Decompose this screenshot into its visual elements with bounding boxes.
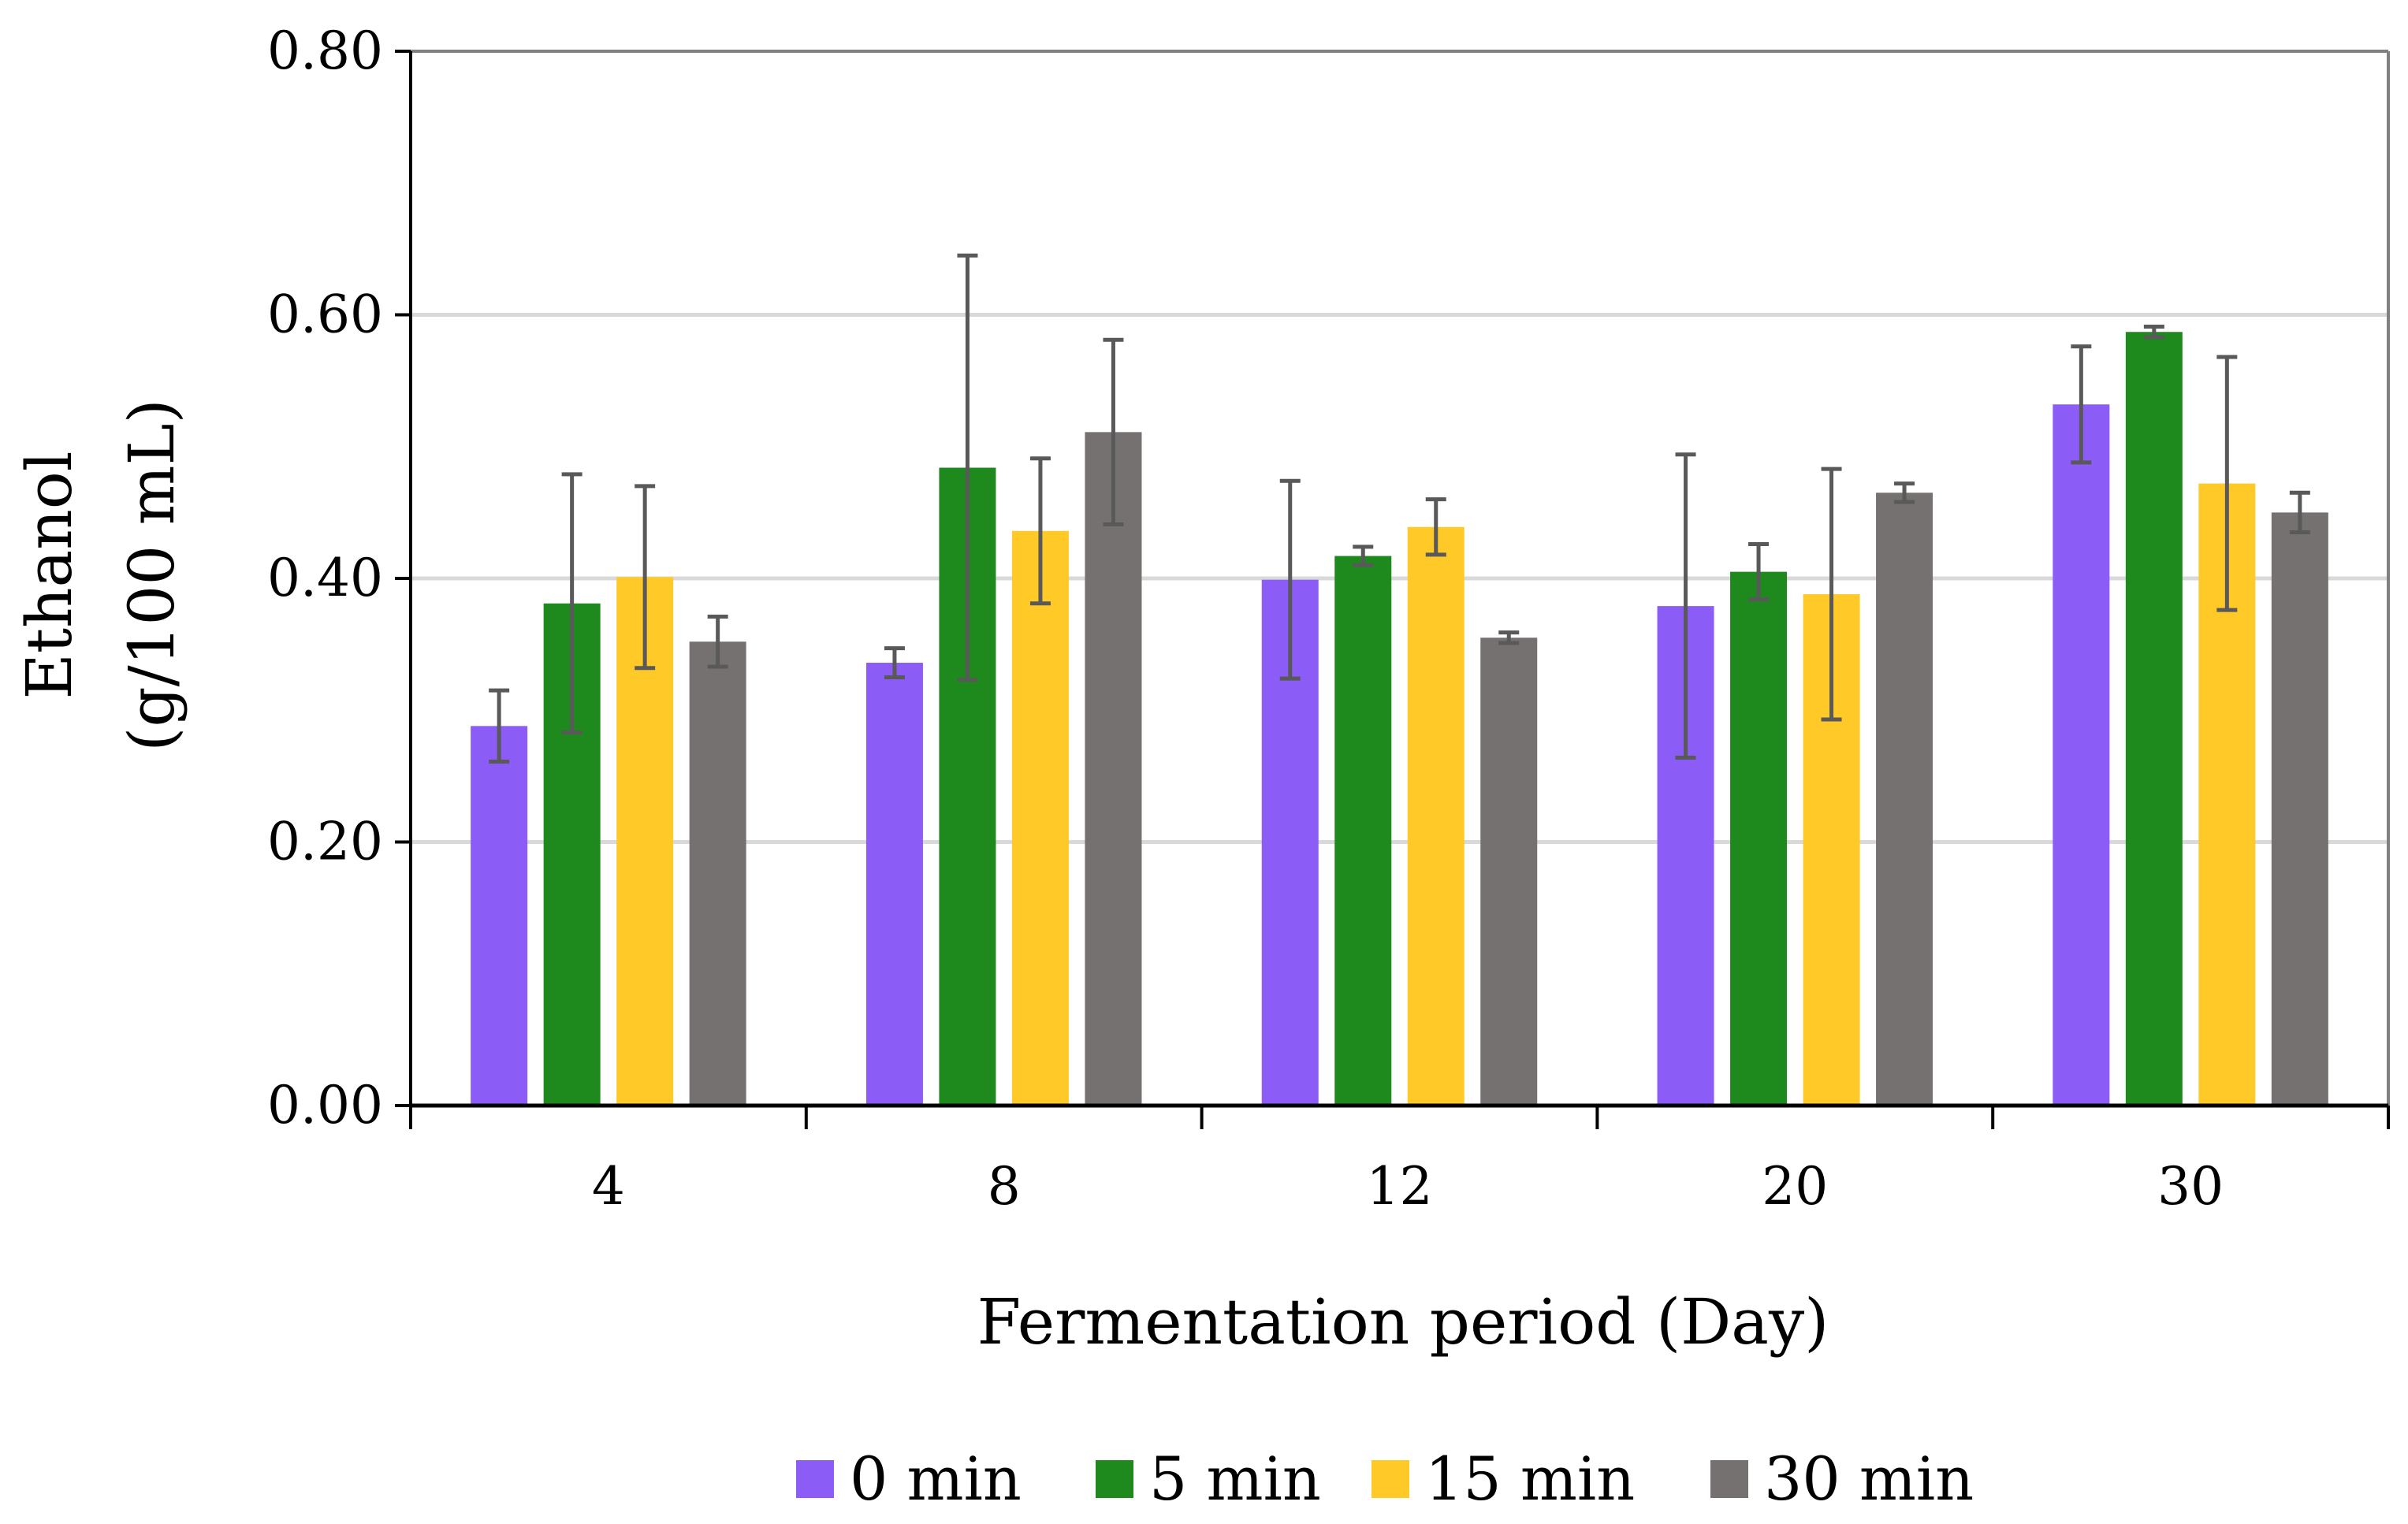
error-bar-day20-0-min — [1675, 452, 1696, 760]
legend-swatch-5-min — [1096, 1460, 1133, 1498]
error-bars — [489, 253, 2310, 764]
legend-label-30-min: 30 min — [1764, 1444, 1974, 1514]
legend-label-5-min: 5 min — [1149, 1444, 1321, 1514]
y-axis-title-line2: (g/100 mL) — [115, 399, 188, 752]
bar-day12-5-min — [1334, 556, 1392, 1106]
legend-item-0-min: 0 min — [796, 1444, 1022, 1514]
error-bar-day30-15-min — [2216, 355, 2238, 612]
bar-day4-30-min — [689, 641, 746, 1106]
x-axis-title: Fermentation period (Day) — [977, 1285, 1829, 1359]
legend-item-30-min: 30 min — [1710, 1444, 1974, 1514]
bar-day8-15-min — [1011, 530, 1069, 1106]
plot-frame — [409, 50, 2390, 1129]
error-bar-day4-0-min — [489, 688, 510, 764]
y-axis-ticks: 0.00 0.20 0.40 0.60 0.80 — [267, 20, 411, 1136]
error-bar-day4-15-min — [635, 484, 656, 671]
legend-item-15-min: 15 min — [1371, 1444, 1635, 1514]
error-bar-day30-30-min — [2289, 490, 2310, 534]
y-tick-label-0.20: 0.20 — [267, 812, 383, 872]
error-bar-day12-30-min — [1498, 630, 1520, 645]
x-tick-label-8: 8 — [988, 1156, 1021, 1217]
bar-day4-0-min — [471, 726, 528, 1106]
bar-day30-0-min — [2053, 404, 2110, 1106]
y-tick-label-0.60: 0.60 — [267, 284, 383, 345]
y-tick-label-0.40: 0.40 — [267, 548, 383, 608]
error-bar-day12-0-min — [1279, 478, 1301, 681]
error-bar-day20-5-min — [1748, 542, 1770, 602]
x-tick-label-12: 12 — [1367, 1156, 1433, 1217]
legend-swatch-30-min — [1710, 1460, 1748, 1498]
legend-label-15-min: 15 min — [1425, 1444, 1635, 1514]
error-bar-day20-15-min — [1821, 466, 1842, 722]
legend-item-5-min: 5 min — [1096, 1444, 1321, 1514]
legend-swatch-15-min — [1371, 1460, 1409, 1498]
error-bar-day8-0-min — [884, 646, 905, 679]
y-axis-title-line1: Ethanol — [13, 451, 86, 699]
x-tick-label-30: 30 — [2157, 1156, 2224, 1217]
y-tick-label-0.00: 0.00 — [267, 1075, 383, 1136]
bar-day12-15-min — [1407, 526, 1465, 1106]
error-bar-day4-30-min — [707, 615, 728, 669]
bar-day8-0-min — [865, 663, 923, 1106]
x-tick-label-20: 20 — [1762, 1156, 1828, 1217]
legend-label-0-min: 0 min — [850, 1444, 1022, 1514]
error-bar-day12-15-min — [1425, 497, 1446, 557]
x-tick-label-4: 4 — [592, 1156, 625, 1217]
error-bar-day30-0-min — [2071, 344, 2092, 465]
bar-day20-30-min — [1876, 493, 1933, 1106]
bar-day30-30-min — [2271, 512, 2328, 1106]
bar-day12-30-min — [1480, 637, 1538, 1106]
bar-day30-5-min — [2125, 332, 2183, 1106]
error-bar-day12-5-min — [1353, 545, 1374, 567]
error-bar-day8-5-min — [957, 253, 978, 682]
error-bar-day8-15-min — [1029, 456, 1051, 606]
x-axis-ticks: 4 8 12 20 30 — [592, 1106, 2390, 1217]
bar-day8-30-min — [1085, 432, 1142, 1106]
bars — [471, 332, 2328, 1106]
error-bar-day8-30-min — [1103, 337, 1124, 526]
y-tick-label-0.80: 0.80 — [267, 20, 383, 81]
legend-swatch-0-min — [796, 1460, 834, 1498]
legend: 0 min 5 min 15 min 30 min — [796, 1444, 1974, 1514]
bar-day20-5-min — [1730, 571, 1788, 1106]
error-bar-day4-5-min — [561, 472, 582, 735]
error-bar-day30-5-min — [2143, 325, 2164, 340]
error-bar-day20-30-min — [1894, 481, 1915, 504]
